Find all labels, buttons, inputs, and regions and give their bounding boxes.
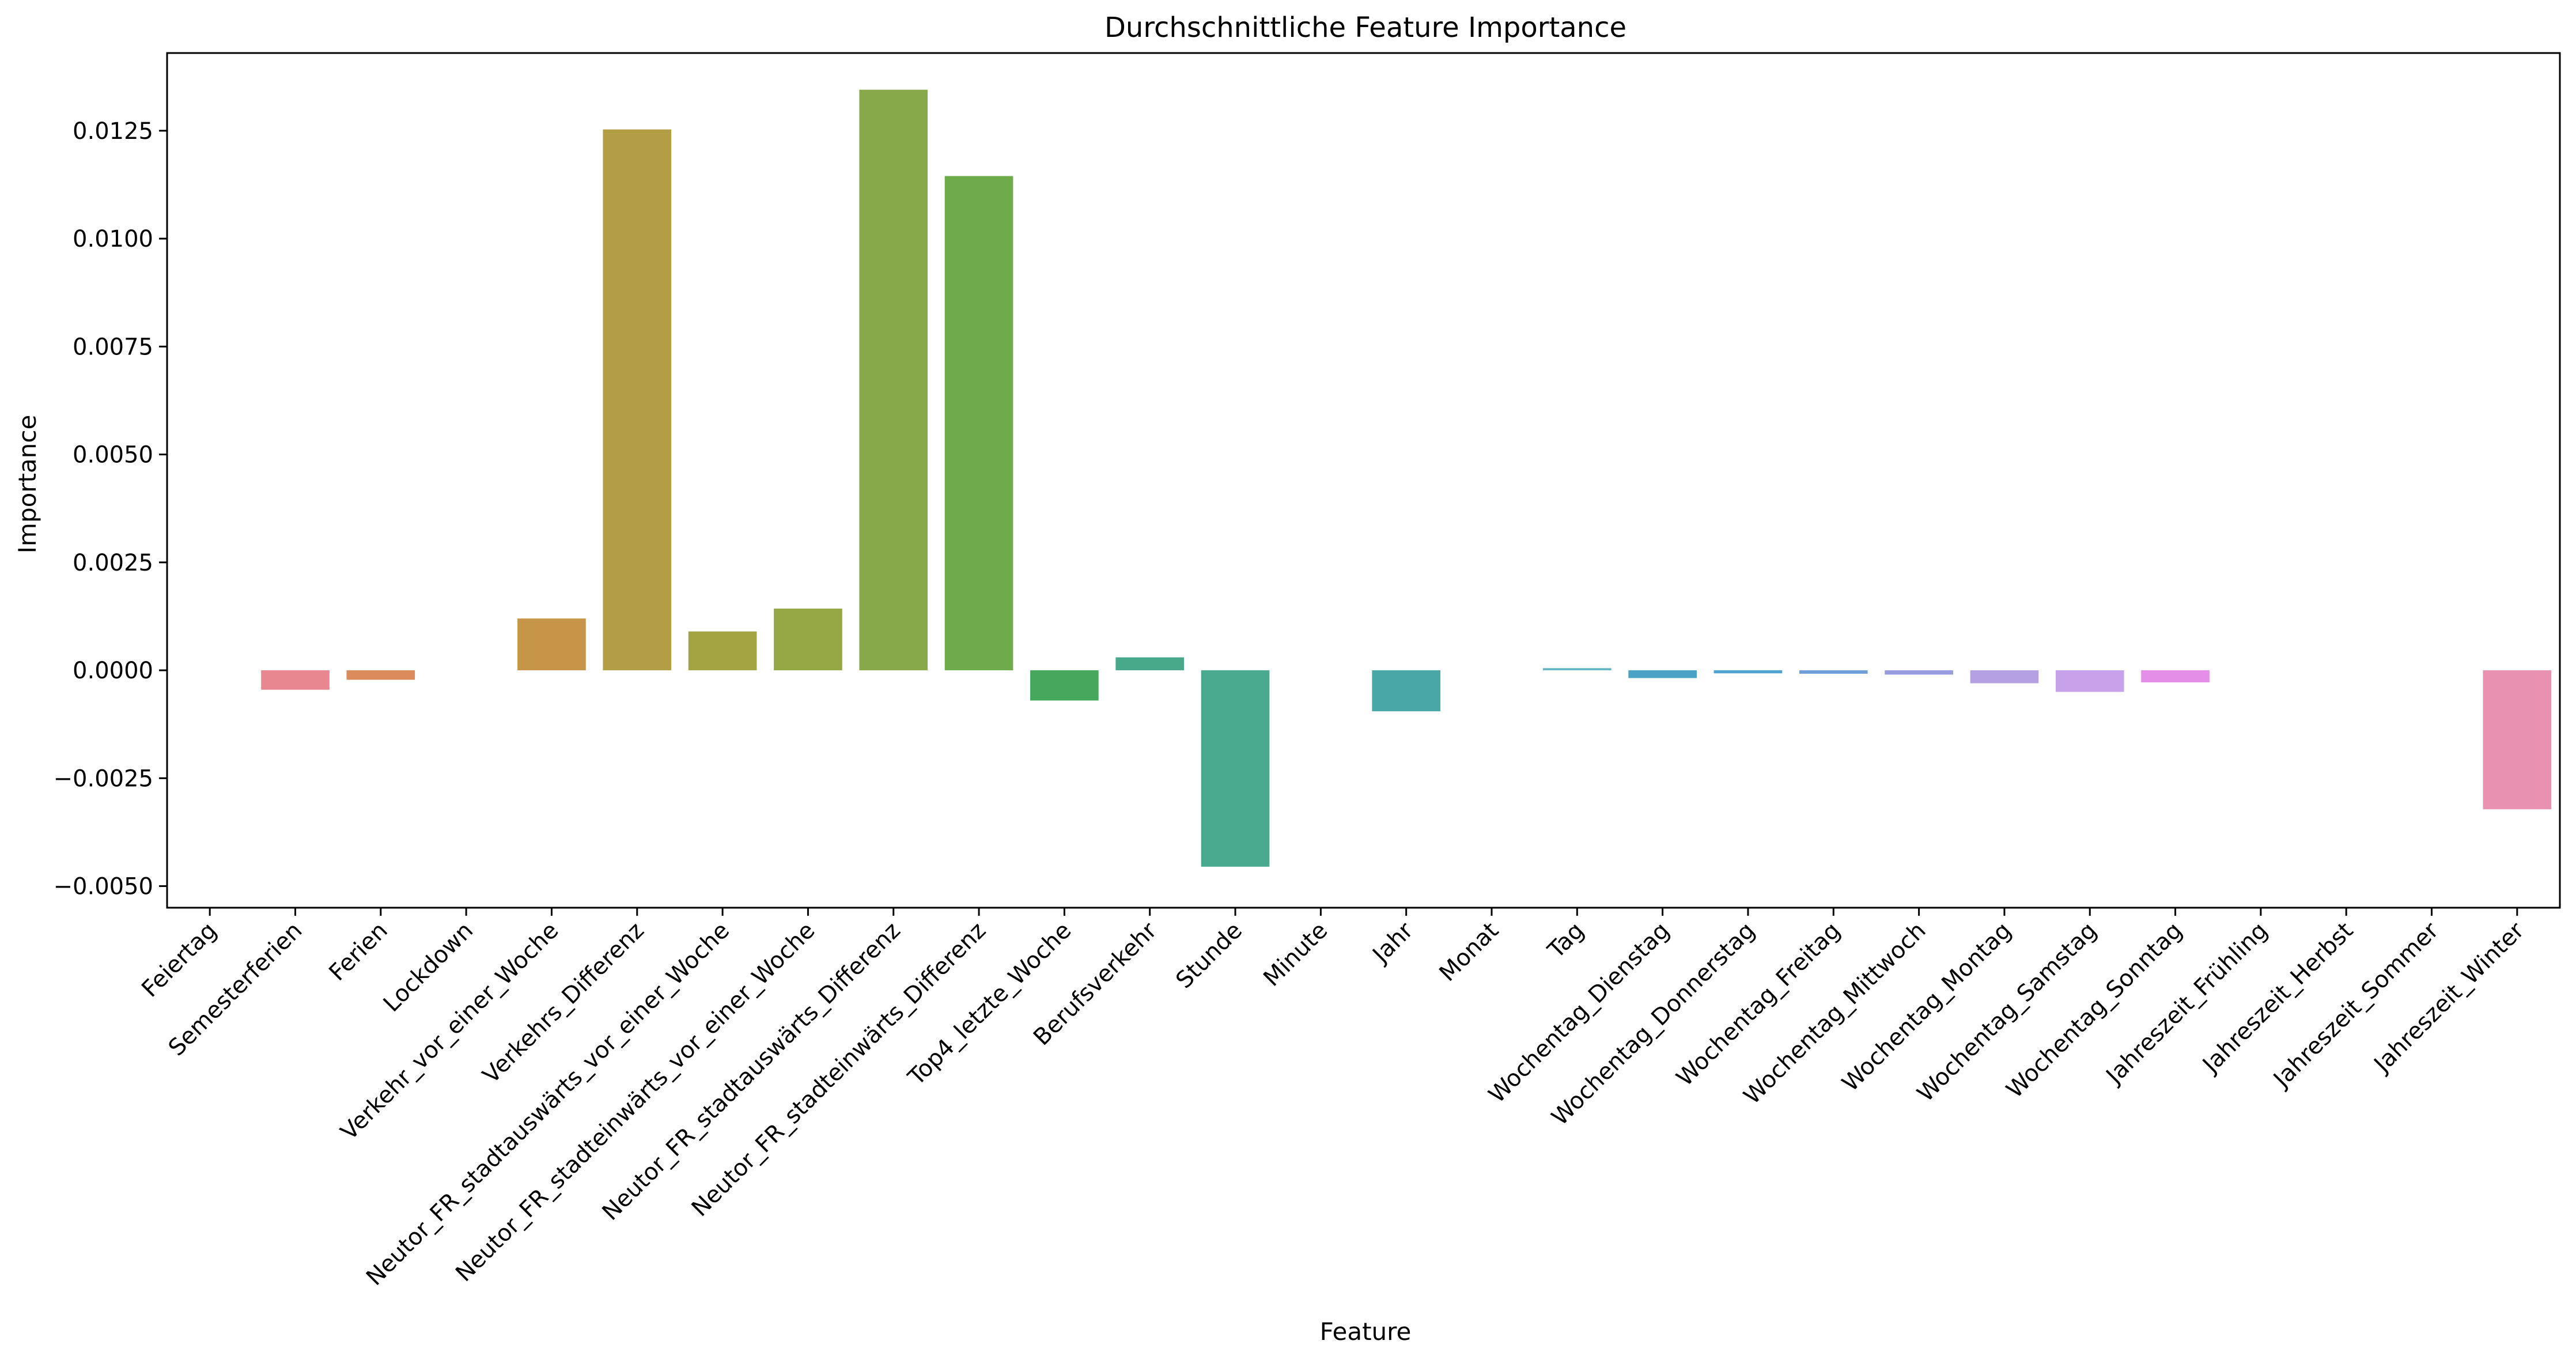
x-axis-label: Feature xyxy=(1320,1317,1412,1346)
bar-neutor-fr-stadteinwärts-vor-einer-woche xyxy=(774,608,842,671)
y-tick-label: 0.0075 xyxy=(73,334,153,360)
y-axis-label: Importance xyxy=(13,415,41,554)
bar-stunde xyxy=(1201,670,1270,867)
bar-wochentag-mittwoch xyxy=(1885,670,1953,675)
bar-neutor-fr-stadtauswärts-vor-einer-woche xyxy=(688,631,757,671)
y-tick-label: 0.0050 xyxy=(73,442,153,469)
bar-verkehr-vor-einer-woche xyxy=(517,618,586,671)
bar-jahreszeit-winter xyxy=(2483,670,2552,810)
bar-wochentag-dienstag xyxy=(1628,670,1697,678)
y-tick-label: 0.0100 xyxy=(73,226,153,252)
bar-jahr xyxy=(1372,670,1440,712)
y-tick-label: 0.0125 xyxy=(73,118,153,145)
bar-wochentag-montag xyxy=(1970,670,2039,684)
bar-ferien xyxy=(346,670,415,680)
bar-wochentag-donnerstag xyxy=(1713,670,1783,674)
bar-berufsverkehr xyxy=(1115,657,1185,671)
bar-top4-letzte-woche xyxy=(1030,670,1099,701)
bars-group xyxy=(261,89,2552,867)
chart-title: Durchschnittliche Feature Importance xyxy=(1104,12,1626,44)
y-tick-label: 0.0000 xyxy=(73,658,153,684)
bar-neutor-fr-stadteinwärts-differenz xyxy=(944,176,1013,671)
bar-neutor-fr-stadtauswärts-differenz xyxy=(859,89,928,671)
y-tick-label: −0.0050 xyxy=(54,874,153,900)
bar-wochentag-sonntag xyxy=(2141,670,2210,683)
bar-wochentag-freitag xyxy=(1799,670,1868,674)
bar-wochentag-samstag xyxy=(2055,670,2124,692)
bar-semesterferien xyxy=(261,670,330,690)
bar-verkehrs-differenz xyxy=(603,129,672,671)
y-tick-label: 0.0025 xyxy=(73,550,153,576)
y-axis: −0.0050 −0.0025 0.0000 0.0025 0.0050 0.0075 0.… xyxy=(54,118,167,900)
bar-tag xyxy=(1542,668,1612,671)
y-tick-label: −0.0025 xyxy=(54,765,153,792)
plot-frame xyxy=(166,52,2561,909)
